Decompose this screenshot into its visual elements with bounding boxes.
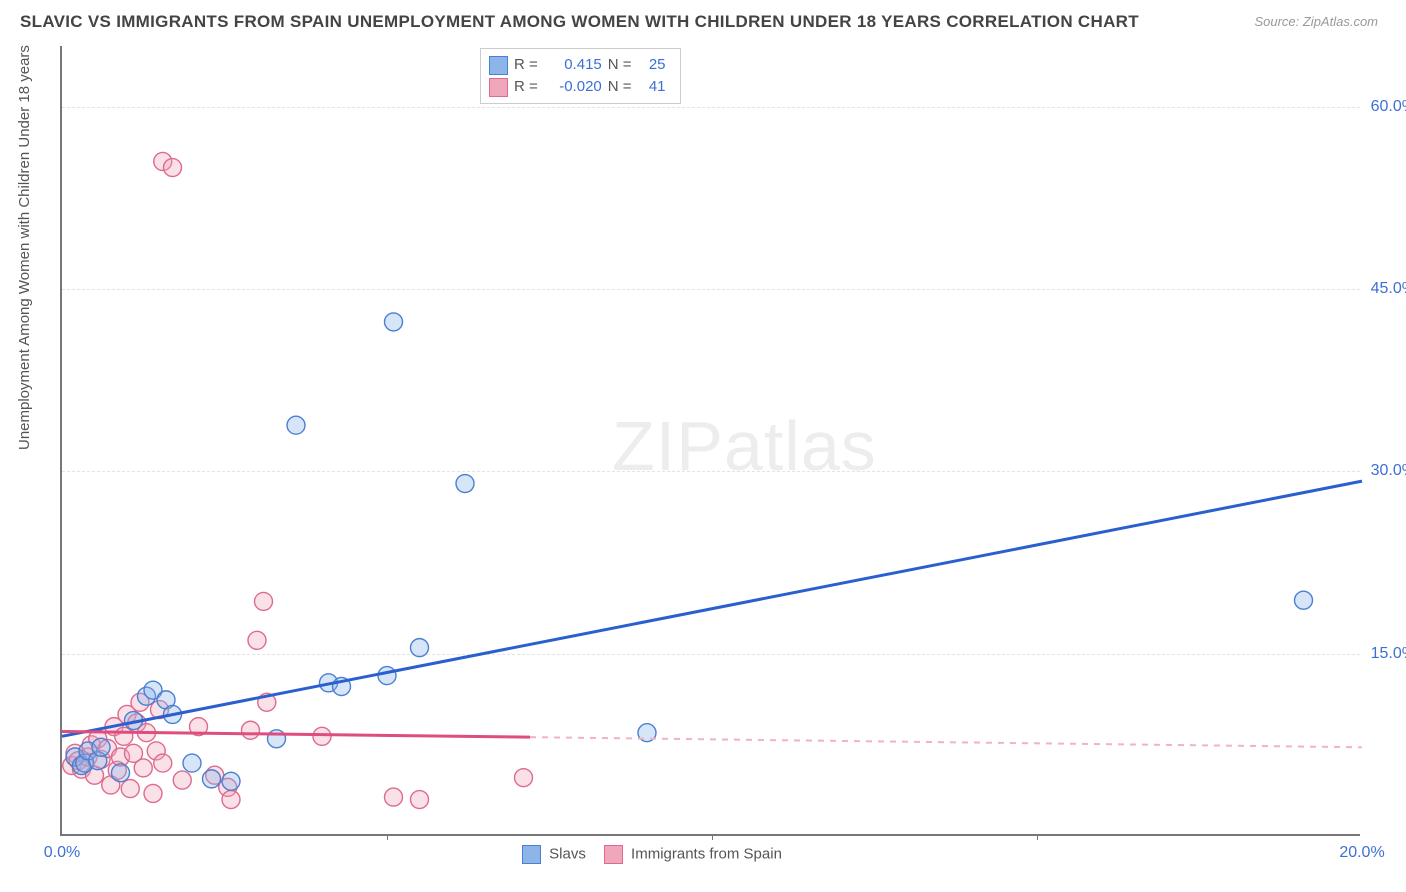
scatter-point-spain — [411, 791, 429, 809]
chart-title: SLAVIC VS IMMIGRANTS FROM SPAIN UNEMPLOY… — [20, 12, 1139, 32]
series-legend: Slavs Immigrants from Spain — [522, 845, 782, 864]
scatter-point-spain — [164, 159, 182, 177]
swatch-spain — [604, 845, 623, 864]
x-tick-mark — [712, 834, 713, 840]
scatter-point-slavs — [378, 667, 396, 685]
scatter-point-slavs — [222, 772, 240, 790]
scatter-point-spain — [115, 727, 133, 745]
scatter-point-spain — [255, 592, 273, 610]
scatter-point-slavs — [1295, 591, 1313, 609]
x-tick-label: 20.0% — [1339, 844, 1384, 862]
scatter-point-spain — [222, 791, 240, 809]
y-tick-label: 15.0% — [1371, 645, 1406, 663]
scatter-point-slavs — [385, 313, 403, 331]
scatter-point-spain — [121, 780, 139, 798]
trendline-slavs — [62, 481, 1362, 736]
scatter-point-spain — [144, 784, 162, 802]
scatter-point-spain — [248, 631, 266, 649]
scatter-point-slavs — [92, 738, 110, 756]
scatter-point-slavs — [268, 730, 286, 748]
scatter-point-spain — [313, 727, 331, 745]
legend-label-spain: Immigrants from Spain — [631, 845, 782, 862]
scatter-point-spain — [134, 759, 152, 777]
x-tick-mark — [387, 834, 388, 840]
legend-item-slavs: Slavs — [522, 845, 586, 864]
scatter-point-slavs — [287, 416, 305, 434]
y-tick-label: 45.0% — [1371, 280, 1406, 298]
scatter-point-slavs — [456, 475, 474, 493]
scatter-point-slavs — [183, 754, 201, 772]
scatter-point-slavs — [411, 639, 429, 657]
source-attribution: Source: ZipAtlas.com — [1254, 14, 1378, 29]
swatch-slavs — [522, 845, 541, 864]
x-tick-mark — [1037, 834, 1038, 840]
legend-label-slavs: Slavs — [549, 845, 586, 862]
x-tick-label: 0.0% — [44, 844, 80, 862]
plot-area: ZIPatlas 15.0%30.0%45.0%60.0% 0.0%20.0% … — [60, 46, 1360, 836]
scatter-point-spain — [242, 721, 260, 739]
scatter-point-spain — [173, 771, 191, 789]
chart-svg — [62, 46, 1360, 834]
scatter-point-slavs — [112, 764, 130, 782]
scatter-point-spain — [385, 788, 403, 806]
y-tick-label: 30.0% — [1371, 462, 1406, 480]
y-tick-label: 60.0% — [1371, 98, 1406, 116]
trendline-dashed-spain — [530, 737, 1362, 747]
legend-item-spain: Immigrants from Spain — [604, 845, 782, 864]
y-axis-label: Unemployment Among Women with Children U… — [16, 45, 33, 450]
scatter-point-slavs — [203, 770, 221, 788]
scatter-point-spain — [154, 754, 172, 772]
scatter-point-spain — [515, 769, 533, 787]
